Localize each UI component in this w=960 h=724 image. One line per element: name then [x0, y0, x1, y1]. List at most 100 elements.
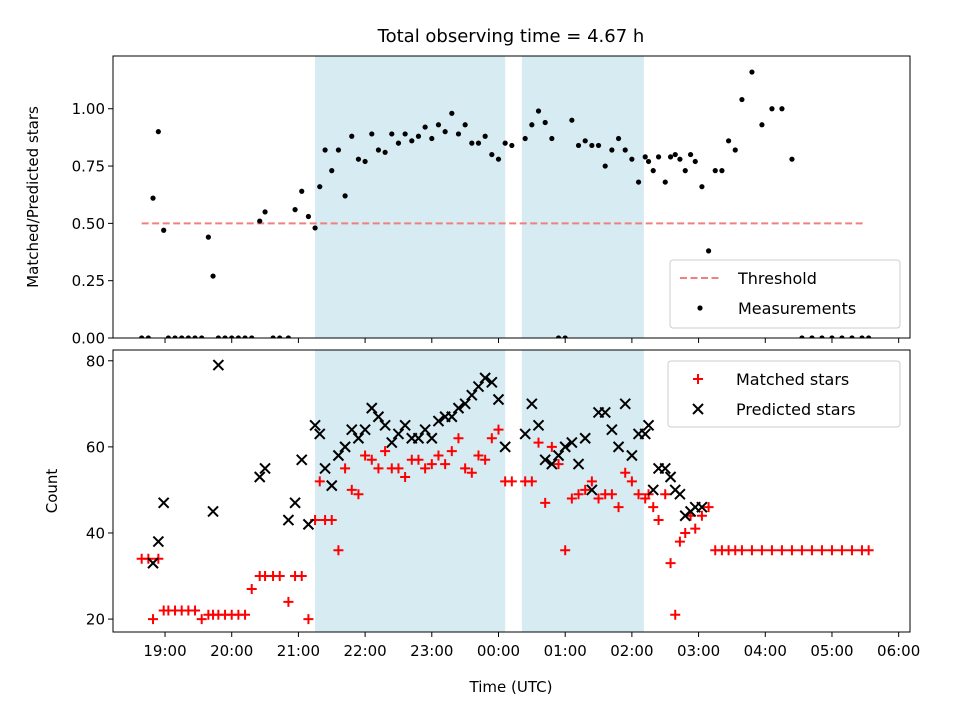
- measurement-point: [542, 119, 548, 126]
- measurement-point: [222, 335, 228, 338]
- measurement-point: [210, 273, 216, 279]
- matched-star-point: [360, 450, 371, 461]
- predicted-star-point: [319, 462, 331, 475]
- legend-label: Measurements: [738, 299, 856, 318]
- matched-star-point: [703, 502, 714, 513]
- predicted-star-point: [606, 423, 618, 436]
- matched-star-point: [613, 502, 624, 513]
- measurement-point: [335, 147, 342, 153]
- measurement-point: [229, 335, 235, 338]
- matched-star-point: [660, 489, 671, 500]
- predicted-star-point: [566, 436, 578, 449]
- measurement-point: [285, 335, 292, 338]
- measurement-point: [305, 213, 312, 220]
- predicted-star-point: [492, 393, 505, 406]
- measurement-point: [462, 122, 468, 128]
- predicted-star-point: [366, 402, 378, 414]
- y-tick-label: 60: [86, 438, 105, 456]
- predicted-star-point: [399, 419, 411, 432]
- measurement-point: [575, 142, 582, 149]
- predicted-star-point: [372, 411, 385, 423]
- matched-star-point: [633, 489, 644, 500]
- matched-star-point: [580, 484, 591, 495]
- measurement-point: [215, 335, 221, 338]
- predicted-star-point: [289, 497, 301, 509]
- predicted-star-point: [472, 380, 485, 393]
- measurement-point: [139, 335, 145, 338]
- matched-star-point: [665, 558, 676, 569]
- predicted-star-point: [479, 372, 491, 384]
- predicted-star-point: [659, 462, 671, 475]
- measurement-point: [395, 140, 402, 146]
- measurement-point: [779, 106, 785, 112]
- matched-star-point: [296, 571, 307, 582]
- predicted-star-point: [619, 398, 631, 410]
- matched-star-point: [560, 545, 571, 556]
- measurement-point: [179, 335, 185, 338]
- measurement-point: [422, 124, 428, 130]
- matched-star-point: [606, 489, 617, 500]
- measurement-point: [749, 69, 755, 75]
- predicted-star-point: [639, 428, 651, 440]
- matched-star-point: [366, 454, 377, 465]
- measurement-point: [475, 140, 482, 146]
- matched-star-point: [453, 433, 464, 444]
- measurement-point: [759, 122, 765, 128]
- predicted-star-point: [386, 436, 398, 449]
- measurement-point: [829, 335, 835, 338]
- matched-star-point: [460, 463, 471, 474]
- measurement-point: [469, 140, 475, 146]
- predicted-star-point: [314, 428, 326, 440]
- legend: Threshold Measurements: [669, 259, 901, 329]
- matched-star-point: [863, 545, 874, 556]
- y-axis-label: Count: [43, 469, 61, 514]
- matched-star-point: [680, 527, 691, 538]
- y-tick-label: 40: [86, 524, 105, 542]
- measurement-point: [650, 168, 656, 174]
- measurement-point: [719, 168, 725, 174]
- matched-star-point: [353, 489, 364, 500]
- measurement-point: [609, 147, 615, 153]
- measurement-point: [369, 131, 375, 137]
- matched-star-point: [393, 463, 404, 474]
- measurement-point: [789, 156, 795, 162]
- measurement-point: [172, 335, 178, 338]
- matched-star-point: [626, 476, 637, 487]
- measurement-point: [849, 335, 855, 338]
- matched-star-point: [746, 545, 757, 556]
- measurement-point: [415, 133, 422, 139]
- measurement-point: [199, 335, 205, 338]
- predicted-star-point: [282, 514, 295, 526]
- measurement-point: [322, 147, 328, 153]
- measurement-point: [725, 138, 732, 144]
- measurement-point: [635, 179, 642, 185]
- matched-star-point: [314, 476, 325, 487]
- predicted-star-point: [499, 441, 511, 453]
- matched-star-point: [756, 545, 767, 556]
- predicted-star-point: [546, 458, 558, 470]
- matched-star-point: [473, 450, 484, 461]
- x-tick-label: 22:00: [343, 642, 386, 660]
- measurement-point: [161, 227, 167, 233]
- predicted-star-point: [296, 454, 308, 466]
- measurement-point: [342, 193, 348, 199]
- measurement-point: [150, 195, 156, 201]
- measurement-point: [185, 335, 191, 338]
- legend-measurement-marker: [697, 305, 703, 311]
- x-tick-label: 23:00: [410, 642, 453, 660]
- measurement-point: [562, 335, 568, 338]
- measurement-point: [292, 207, 298, 213]
- shaded-region-2: [521, 56, 644, 338]
- predicted-star-point: [459, 398, 471, 410]
- measurement-point: [629, 156, 635, 162]
- matched-star-point: [696, 510, 707, 521]
- predicted-star-point: [339, 441, 351, 453]
- measurement-point: [165, 335, 171, 338]
- measurement-point: [569, 117, 575, 123]
- matched-star-point: [690, 523, 701, 534]
- matched-star-point: [533, 437, 544, 448]
- measurement-point: [687, 151, 694, 158]
- x-tick-label: 01:00: [544, 642, 587, 660]
- legend: Matched stars Predicted stars: [667, 360, 901, 428]
